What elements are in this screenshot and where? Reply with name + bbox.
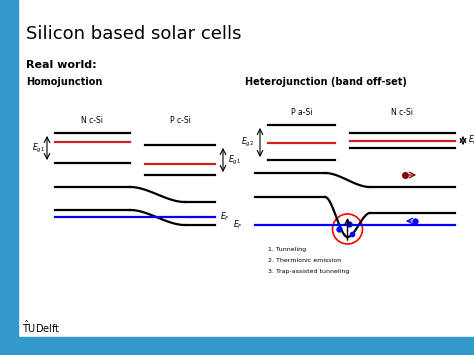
Text: 1. Tunneling: 1. Tunneling <box>268 247 306 252</box>
Text: $E_F$: $E_F$ <box>233 219 243 231</box>
Text: $E_{g2}$: $E_{g2}$ <box>241 136 255 149</box>
Text: Real world:: Real world: <box>26 60 97 70</box>
Text: Silicon based solar cells: Silicon based solar cells <box>26 25 241 43</box>
Text: $\mathsf{\hat{T}}$UDelft: $\mathsf{\hat{T}}$UDelft <box>22 319 60 335</box>
Text: Heterojunction (band off-set): Heterojunction (band off-set) <box>245 77 407 87</box>
Bar <box>0 0 18 355</box>
Text: P a-Si: P a-Si <box>291 108 312 117</box>
Text: 3. Trap-assisted tunneling: 3. Trap-assisted tunneling <box>268 269 349 274</box>
Text: N c-Si: N c-Si <box>82 116 103 125</box>
Text: N c-Si: N c-Si <box>392 108 413 117</box>
Text: $E_{g1}$: $E_{g1}$ <box>32 141 46 154</box>
Text: $E_{g1}$: $E_{g1}$ <box>228 153 242 166</box>
Bar <box>0 337 474 355</box>
Text: Homojunction: Homojunction <box>26 77 102 87</box>
Text: $E_{g1}$: $E_{g1}$ <box>468 134 474 147</box>
Text: 2. Thermionic emission: 2. Thermionic emission <box>268 258 341 263</box>
Text: $E_F$: $E_F$ <box>220 211 230 223</box>
Text: P c-Si: P c-Si <box>170 116 191 125</box>
